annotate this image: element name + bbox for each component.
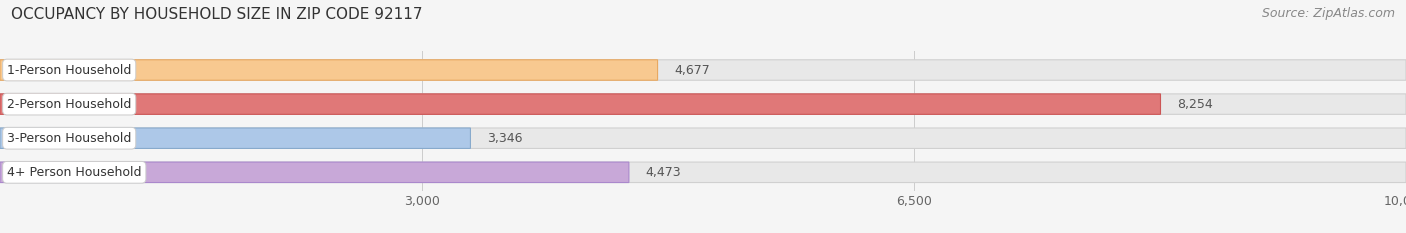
FancyBboxPatch shape [0, 162, 628, 182]
Text: 4,473: 4,473 [645, 166, 682, 179]
FancyBboxPatch shape [0, 60, 1406, 80]
Text: 3,346: 3,346 [488, 132, 523, 145]
Text: 8,254: 8,254 [1177, 98, 1213, 111]
FancyBboxPatch shape [0, 128, 471, 148]
Text: 2-Person Household: 2-Person Household [7, 98, 131, 111]
FancyBboxPatch shape [0, 162, 1406, 182]
Text: Source: ZipAtlas.com: Source: ZipAtlas.com [1261, 7, 1395, 20]
Text: 1-Person Household: 1-Person Household [7, 64, 131, 76]
Text: 4,677: 4,677 [675, 64, 710, 76]
Text: OCCUPANCY BY HOUSEHOLD SIZE IN ZIP CODE 92117: OCCUPANCY BY HOUSEHOLD SIZE IN ZIP CODE … [11, 7, 423, 22]
Text: 4+ Person Household: 4+ Person Household [7, 166, 142, 179]
FancyBboxPatch shape [0, 94, 1160, 114]
FancyBboxPatch shape [0, 128, 1406, 148]
FancyBboxPatch shape [0, 60, 658, 80]
FancyBboxPatch shape [0, 94, 1406, 114]
Text: 3-Person Household: 3-Person Household [7, 132, 131, 145]
